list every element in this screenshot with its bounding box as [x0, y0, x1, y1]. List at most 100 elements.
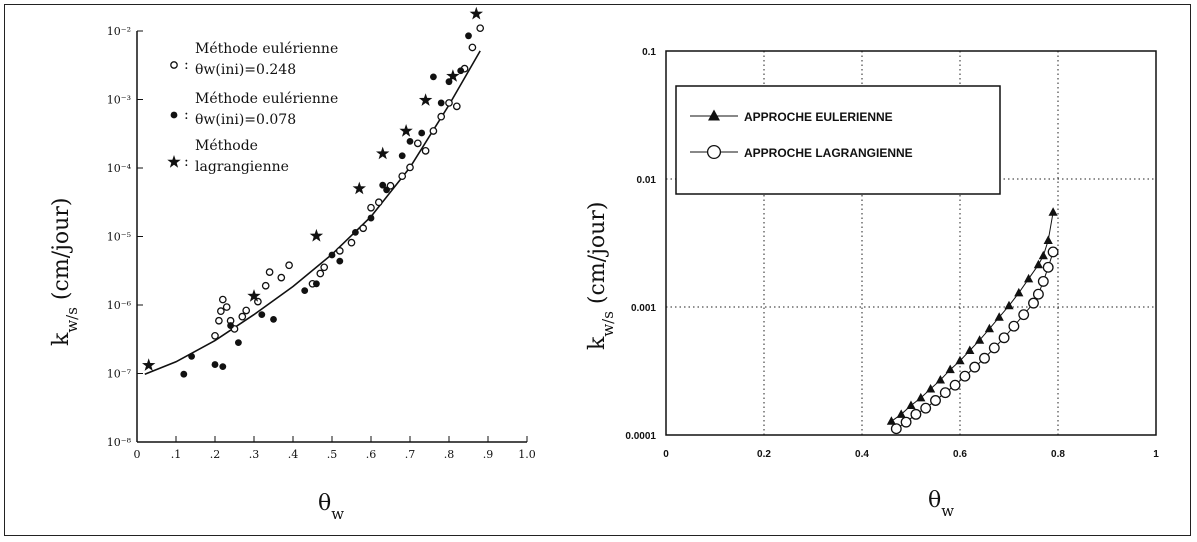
data-point-s2: [949, 379, 961, 391]
data-point-s1: [984, 323, 994, 333]
data-point-s1: [965, 345, 975, 355]
data-point-s2: [1008, 320, 1020, 332]
data-point-s2: [457, 67, 465, 75]
legend-label-s1: APPROCHE EULERIENNE: [744, 110, 893, 124]
y-axis-label: kw/s (cm/jour): [49, 198, 81, 346]
y-tick-label: 10⁻²: [107, 25, 131, 38]
data-point-s3: [399, 124, 413, 137]
data-point-s1: [1038, 250, 1048, 260]
data-point-s1: [217, 307, 225, 316]
data-point-s1: [218, 295, 227, 304]
data-point-s1: [421, 146, 430, 155]
data-point-s2: [398, 152, 406, 160]
legend-marker-s2: [170, 111, 178, 119]
data-point-s2: [301, 287, 309, 295]
data-point-s2: [1032, 288, 1044, 300]
x-tick-label: .6: [366, 448, 377, 461]
data-point-s1: [1004, 300, 1014, 310]
data-point-s1: [285, 261, 293, 270]
data-point-s2: [930, 395, 941, 406]
data-point-s1: [335, 247, 344, 255]
data-point-s2: [939, 387, 951, 399]
y-axis-label: kw/s (cm/jour): [585, 202, 617, 350]
data-point-s2: [180, 370, 188, 378]
legend-colon: :: [184, 154, 189, 170]
legend-colon: :: [184, 107, 189, 123]
data-point-s2: [1018, 309, 1030, 321]
data-point-s1: [945, 364, 955, 374]
data-point-s2: [437, 99, 445, 107]
data-point-s1: [437, 112, 446, 121]
data-point-s2: [188, 352, 196, 360]
data-point-s3: [446, 69, 460, 82]
legend-marker-s1: [708, 109, 720, 121]
x-tick-label: .5: [327, 448, 338, 461]
data-point-s2: [270, 315, 277, 323]
data-point-s1: [955, 355, 965, 365]
y-tick-label: 10⁻³: [107, 94, 131, 107]
data-point-s1: [277, 273, 286, 282]
data-point-s1: [242, 306, 251, 315]
data-point-s2: [910, 408, 922, 420]
data-point-s2: [406, 137, 414, 145]
legend-colon: :: [184, 57, 189, 73]
x-axis-label: θw: [318, 491, 344, 523]
data-point-s1: [316, 269, 325, 278]
data-point-s1: [896, 409, 906, 418]
data-point-s2: [418, 129, 426, 137]
x-tick-label: 1: [1153, 449, 1159, 460]
data-point-s1: [265, 268, 274, 276]
data-point-s2: [998, 332, 1010, 344]
x-tick-label: .8: [444, 448, 455, 461]
data-point-s2: [313, 280, 320, 288]
data-point-s2: [211, 361, 219, 368]
data-point-s2: [890, 423, 902, 435]
legend-label-s2: Méthode eulérienne: [195, 91, 338, 107]
data-point-s1: [398, 172, 407, 181]
x-tick-label: 0.8: [1051, 449, 1065, 460]
data-point-s1: [1033, 259, 1043, 269]
x-tick-label: .3: [249, 448, 260, 461]
data-point-s2: [328, 251, 336, 259]
data-point-s1: [386, 181, 395, 190]
y-tick-label: 10⁻⁵: [107, 231, 131, 244]
data-point-s2: [979, 352, 990, 364]
y-tick-label: 10⁻⁷: [107, 368, 132, 381]
data-point-s2: [465, 32, 472, 40]
legend-marker-s2: [706, 144, 722, 160]
data-point-s2: [227, 322, 235, 329]
data-point-s2: [336, 257, 344, 265]
data-point-s1: [886, 416, 896, 425]
data-point-s3: [142, 358, 156, 371]
data-point-s3: [376, 146, 390, 160]
data-point-s1: [926, 383, 936, 393]
data-point-s1: [359, 224, 368, 233]
x-tick-label: 0: [663, 449, 669, 460]
legend-label-s3: Méthode: [195, 138, 258, 154]
data-point-s1: [238, 312, 247, 321]
data-point-s2: [352, 228, 359, 236]
x-tick-label: 0.4: [855, 449, 869, 460]
data-point-s1: [935, 374, 945, 384]
data-point-s1: [476, 24, 485, 33]
data-point-s1: [975, 335, 985, 344]
data-point-s1: [916, 392, 926, 402]
legend-label-s3: lagrangienne: [195, 159, 289, 175]
data-point-s2: [1042, 261, 1054, 273]
data-point-s1: [1024, 273, 1034, 283]
figure-frame: [4, 4, 1191, 536]
data-point-s1: [367, 203, 375, 212]
data-point-s1: [413, 139, 422, 148]
x-tick-label: .2: [210, 448, 221, 461]
data-point-s2: [258, 311, 266, 319]
data-point-s2: [383, 186, 390, 194]
y-tick-label: 0.1: [642, 47, 656, 58]
data-point-s1: [347, 238, 356, 247]
left-chart: 0 .1 .2 .3 .4 .5 .6 .7 .8 .9 1.0 10⁻⁸ 10⁻⁷ 10⁻⁶ 10⁻⁵ 10…: [49, 6, 536, 523]
data-point-s1: [906, 400, 916, 410]
data-point-s1: [429, 127, 438, 135]
x-tick-label: .4: [288, 448, 299, 461]
data-point-s2: [235, 339, 242, 347]
y-tick-label: 0.001: [631, 303, 656, 314]
data-point-s2: [1028, 297, 1039, 309]
